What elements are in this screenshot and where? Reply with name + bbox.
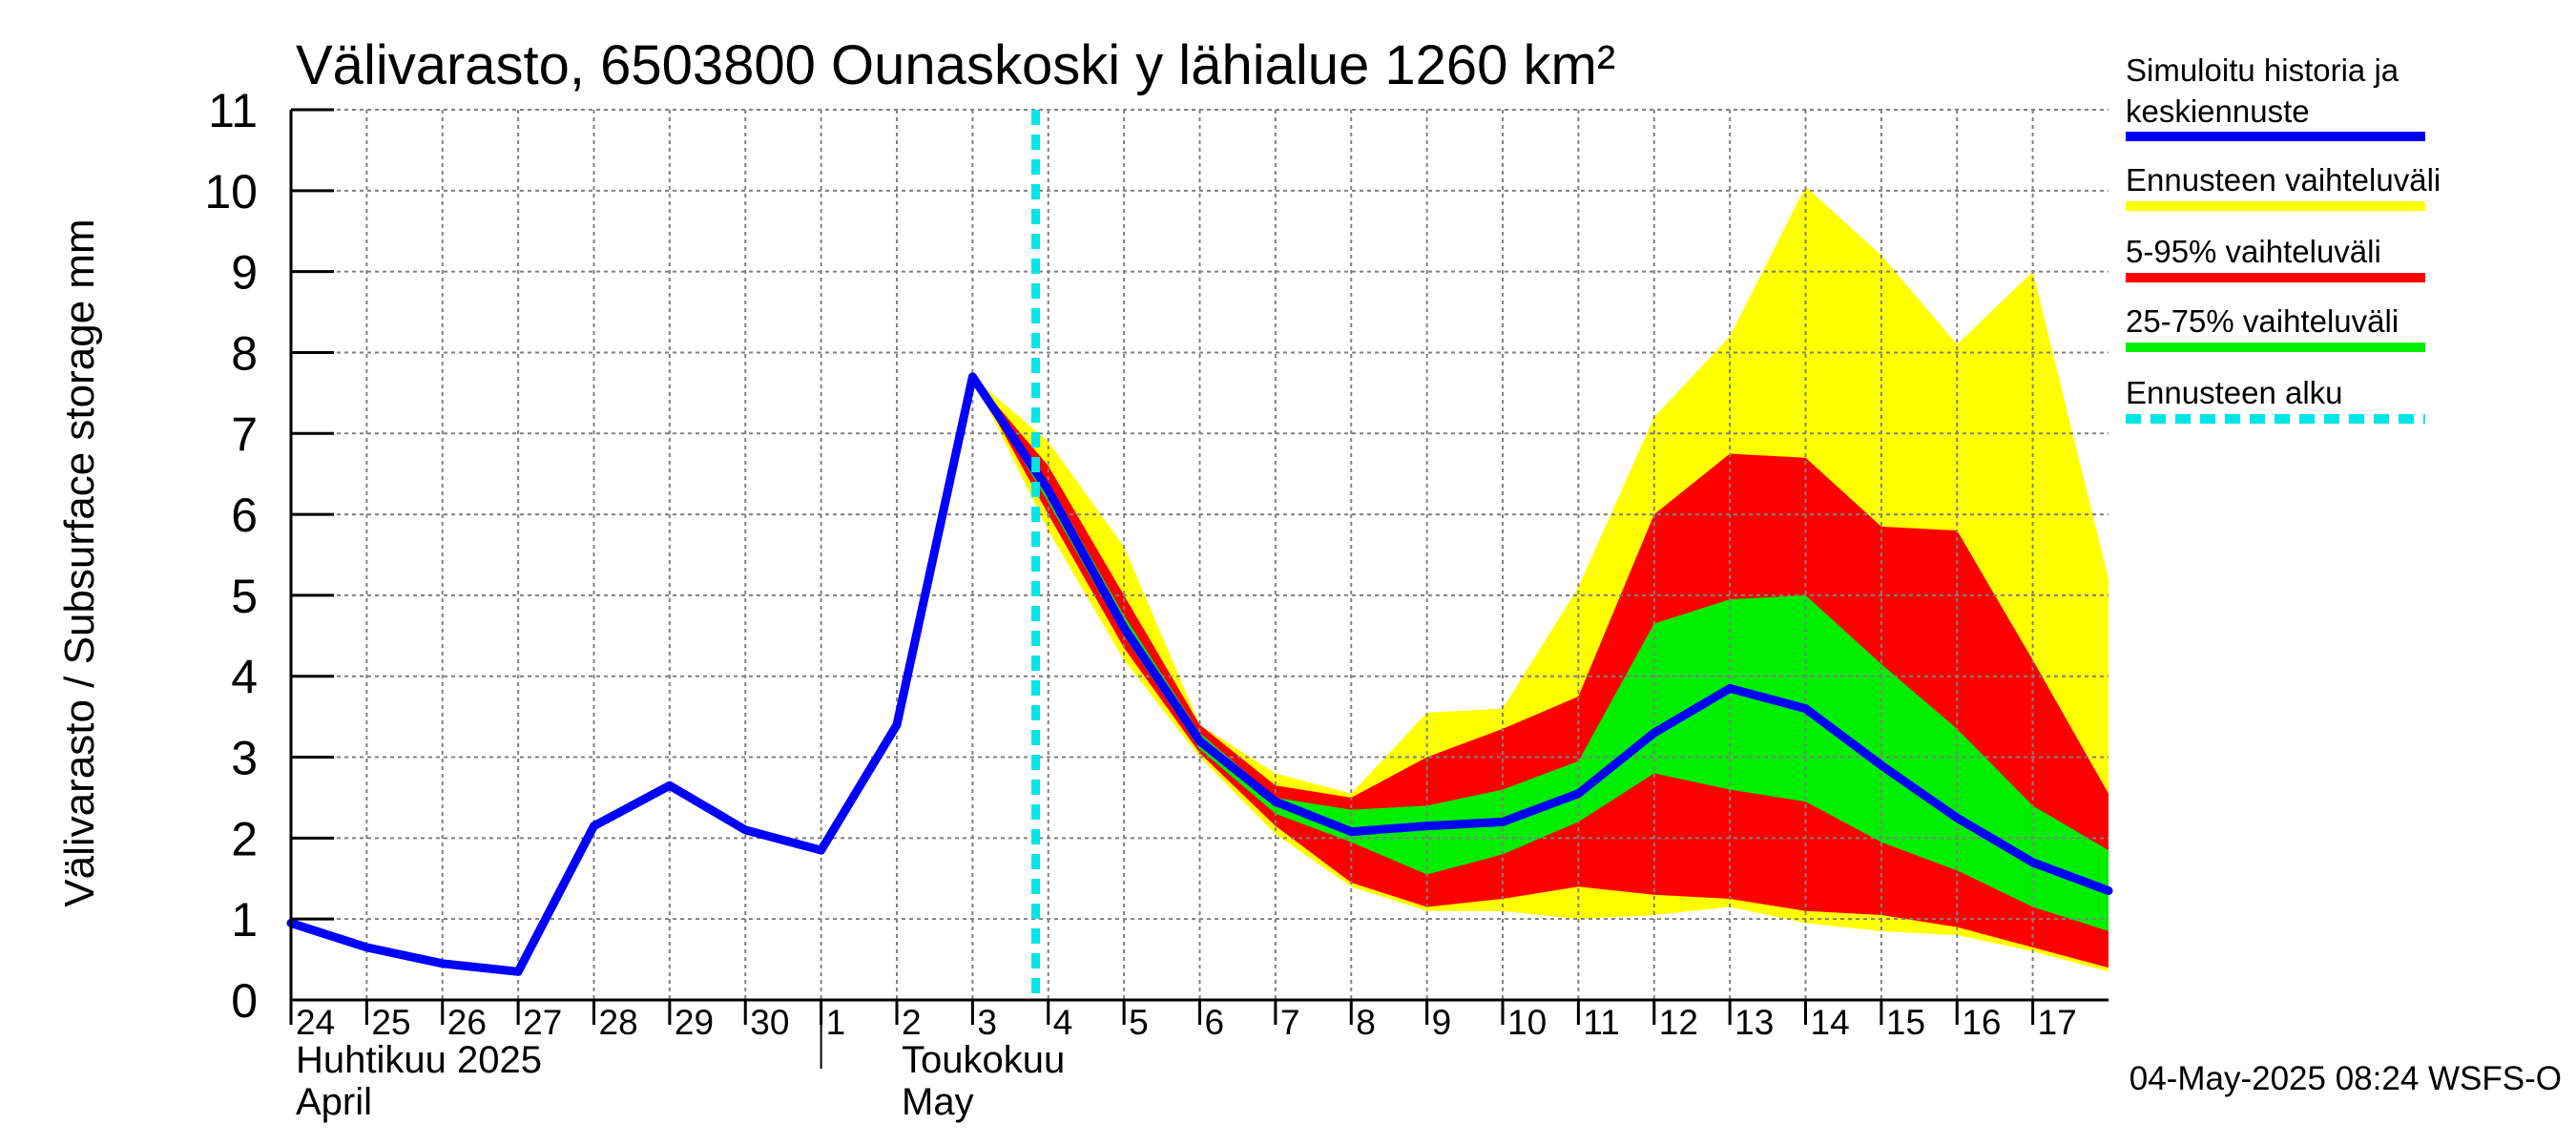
- y-tick-label: 5: [231, 570, 258, 623]
- y-tick-label: 4: [231, 651, 258, 704]
- band-1: [972, 376, 2109, 968]
- x-tick-label: 26: [447, 1003, 487, 1042]
- y-tick-label: 1: [231, 893, 258, 947]
- x-tick-label: 1: [826, 1003, 846, 1042]
- chart-title: Välivarasto, 6503800 Ounaskoski y lähial…: [296, 34, 1615, 96]
- x-tick-label: 8: [1356, 1003, 1376, 1042]
- x-tick-label: 4: [1053, 1003, 1073, 1042]
- x-tick-label: 5: [1129, 1003, 1149, 1042]
- legend-label-range_full: Ennusteen vaihteluväli: [2126, 162, 2441, 198]
- y-tick-label: 9: [231, 246, 258, 300]
- x-tick-label: 6: [1205, 1003, 1225, 1042]
- x-tick-label: 27: [523, 1003, 562, 1042]
- legend: Simuloitu historia ja keskiennuste Ennuste…: [2126, 52, 2441, 424]
- x-tick-label: 16: [1962, 1003, 2001, 1042]
- month-label-secondary: May: [902, 1081, 974, 1123]
- month-label-secondary: April: [296, 1081, 372, 1123]
- x-tick-label: 25: [371, 1003, 410, 1042]
- forecast-bands: [972, 186, 2109, 972]
- x-tick-label: 11: [1583, 1003, 1619, 1042]
- x-tick-label: 24: [296, 1003, 335, 1042]
- y-tick-labels: 0 1 2 3 4 5 6 7 8 9 10 11: [204, 84, 334, 1028]
- x-tick-label: 12: [1659, 1003, 1698, 1042]
- x-tick-label: 15: [1886, 1003, 1925, 1042]
- y-tick-label: 0: [231, 974, 258, 1028]
- x-tick-label: 30: [750, 1003, 789, 1042]
- x-tick-label: 17: [2038, 1003, 2077, 1042]
- y-tick-label: 6: [231, 489, 258, 542]
- y-tick-label: 7: [231, 407, 258, 461]
- legend-label-forecast_start: Ennusteen alku: [2126, 375, 2343, 410]
- x-tick-label: 3: [977, 1003, 997, 1042]
- x-tick-label: 10: [1507, 1003, 1547, 1042]
- x-tick-label: 2: [902, 1003, 922, 1042]
- x-tick-label: 7: [1280, 1003, 1300, 1042]
- x-tick-label: 14: [1811, 1003, 1850, 1042]
- legend-label-range_5_95: 5-95% vaihteluväli: [2126, 234, 2381, 269]
- y-tick-label: 2: [231, 812, 258, 865]
- grid-lines: [291, 109, 2109, 1000]
- legend-label-line: keskiennuste: [2126, 94, 2310, 129]
- y-tick-label: 11: [208, 84, 258, 137]
- y-tick-label: 8: [231, 326, 258, 380]
- legend-label-range_25_75: 25-75% vaihteluväli: [2126, 303, 2399, 339]
- y-axis-label: Välivarasto / Subsurface storage mm: [56, 219, 103, 906]
- x-tick-label: 13: [1735, 1003, 1774, 1042]
- x-tick-label: 29: [675, 1003, 714, 1042]
- x-tick-label: 28: [599, 1003, 638, 1042]
- x-tick-label: 9: [1432, 1003, 1452, 1042]
- band-2: [972, 376, 2109, 931]
- y-tick-label: 3: [231, 732, 258, 785]
- month-label-primary: Toukokuu: [902, 1039, 1065, 1081]
- legend-label-history: Simuloitu historia ja keskiennuste: [2126, 52, 2399, 129]
- y-tick-label: 10: [204, 165, 258, 219]
- timestamp-label: 04-May-2025 08:24 WSFS-O: [2129, 1060, 2562, 1097]
- month-label-primary: Huhtikuu 2025: [296, 1039, 542, 1081]
- x-tick-labels: 24 25 26 27 28 29 30 1 2 3 4 5 6 7 8 9 10 11 12 13 14 15 16 17: [289, 1000, 2077, 1042]
- series-lines: [286, 372, 2113, 976]
- series-line-0: [286, 372, 2113, 976]
- legend-label-line: Simuloitu historia ja: [2126, 52, 2399, 88]
